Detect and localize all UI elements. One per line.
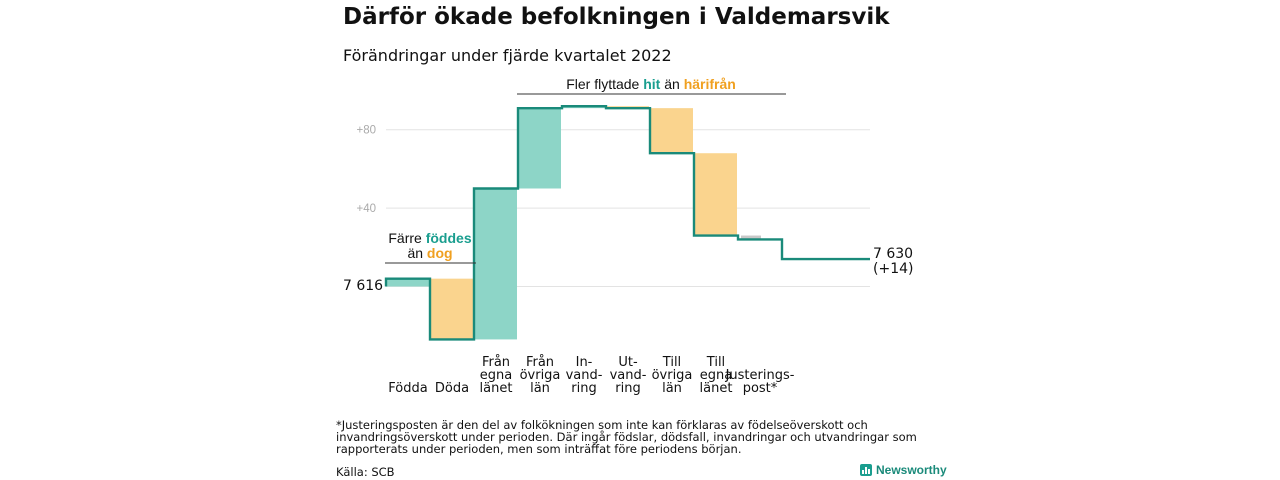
category-label: Ut-vand-ring bbox=[610, 355, 647, 396]
annotation-births-deaths-line2: än dog bbox=[407, 245, 452, 261]
y-tick-label: +40 bbox=[356, 203, 376, 215]
brand-name: Newsworthy bbox=[876, 463, 947, 477]
chart-title: Därför ökade befolkningen i Valdemarsvik bbox=[343, 4, 890, 30]
category-label: Till egna länet bbox=[700, 355, 733, 396]
category-label: In-vand-ring bbox=[566, 355, 603, 396]
category-label: Döda bbox=[435, 381, 469, 396]
waterfall-bar bbox=[475, 188, 517, 340]
waterfall-bar bbox=[387, 278, 429, 287]
end-value-label: 7 630 bbox=[873, 246, 913, 262]
waterfall-bar bbox=[741, 235, 761, 240]
category-label: Justerings-post* bbox=[725, 368, 795, 396]
waterfall-bar bbox=[651, 108, 693, 154]
annotation-births-deaths-line1: Färre föddes bbox=[388, 230, 471, 246]
y-tick-label: +80 bbox=[356, 125, 376, 137]
newsworthy-logo: Newsworthy bbox=[860, 463, 947, 477]
annotation-migration: Fler flyttade hit än härifrån bbox=[566, 76, 736, 92]
start-value-label: 7 616 bbox=[343, 278, 383, 294]
category-label: Till övriga län bbox=[652, 355, 693, 396]
end-change-label: (+14) bbox=[873, 261, 913, 277]
category-label: Från egna länet bbox=[480, 355, 513, 396]
waterfall-bar bbox=[431, 278, 473, 340]
category-label: Födda bbox=[388, 381, 427, 396]
waterfall-bar bbox=[695, 153, 737, 236]
level-step-line bbox=[384, 104, 870, 341]
footnote: *Justeringsposten är den del av folkökni… bbox=[336, 418, 917, 456]
source: Källa: SCB bbox=[336, 465, 395, 479]
chart-subtitle: Förändringar under fjärde kvartalet 2022 bbox=[343, 46, 672, 65]
bar-chart-icon bbox=[860, 464, 872, 476]
waterfall-bar bbox=[519, 108, 561, 189]
category-label: Från övriga län bbox=[520, 355, 561, 396]
